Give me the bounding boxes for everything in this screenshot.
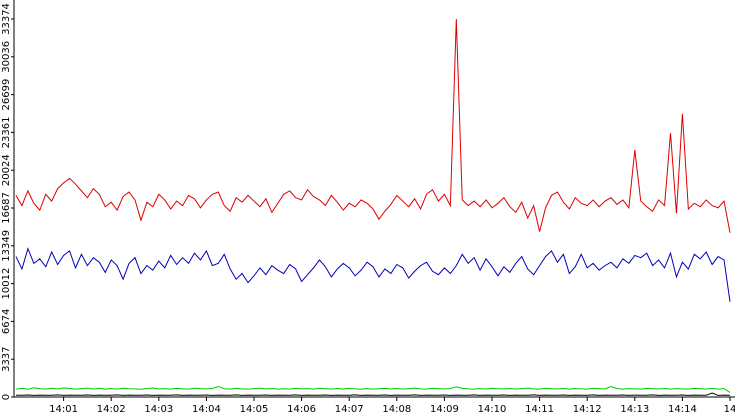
x-tick-label: 14:02 xyxy=(97,404,126,415)
x-tick-label: 14:11 xyxy=(525,404,554,415)
x-tick-label: 14:04 xyxy=(192,404,221,415)
y-tick-label: 26699 xyxy=(1,79,12,111)
y-tick-label: 30036 xyxy=(1,41,12,73)
x-tick-label: 14:07 xyxy=(335,404,364,415)
y-tick-label: 10012 xyxy=(1,268,12,300)
series-line xyxy=(15,385,731,393)
series-line xyxy=(15,392,731,396)
x-tick-label: 14:13 xyxy=(620,404,649,415)
y-tick-label: 0 xyxy=(1,394,12,400)
x-tick-label: 14 xyxy=(724,404,735,415)
x-tick-label: 14:12 xyxy=(573,404,602,415)
x-tick-label: 14:06 xyxy=(287,404,316,415)
series-line xyxy=(15,247,731,302)
x-tick-label: 14:05 xyxy=(240,404,269,415)
y-tick-label: 20024 xyxy=(1,154,12,186)
x-tick-label: 14:08 xyxy=(382,404,411,415)
y-tick-label: 3337 xyxy=(1,346,12,371)
y-tick-label: 23361 xyxy=(1,117,12,149)
y-tick-label: 13349 xyxy=(1,230,12,262)
y-tick-label: 16687 xyxy=(1,192,12,224)
series-line xyxy=(15,18,731,233)
y-tick-label: 33374 xyxy=(1,3,12,35)
x-tick-label: 14:01 xyxy=(49,404,78,415)
y-tick-label: 6674 xyxy=(1,309,12,334)
x-tick-label: 14:09 xyxy=(430,404,459,415)
x-tick-label: 14:03 xyxy=(144,404,173,415)
x-tick-label: 14:10 xyxy=(478,404,507,415)
x-tick-label: 14:14 xyxy=(668,404,697,415)
